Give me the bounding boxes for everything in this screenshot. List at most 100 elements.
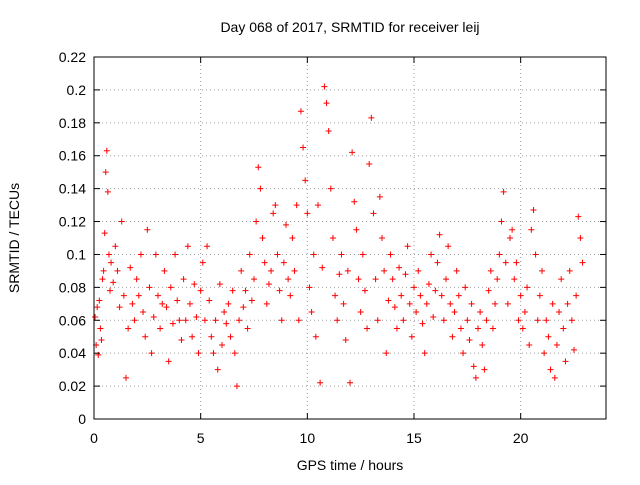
data-point	[125, 325, 132, 332]
data-point	[302, 177, 309, 184]
data-point	[357, 309, 364, 316]
data-point	[449, 333, 456, 340]
data-point	[227, 333, 234, 340]
data-point	[285, 276, 292, 283]
data-point	[104, 188, 111, 195]
y-tick-label: 0.2	[67, 82, 87, 98]
data-point	[483, 317, 490, 324]
data-point	[137, 251, 144, 258]
data-point	[289, 235, 296, 241]
data-point	[566, 267, 573, 274]
data-point	[519, 325, 526, 332]
data-point	[131, 317, 138, 324]
y-tick-label: 0.14	[59, 181, 86, 197]
x-tick-label: 10	[300, 430, 316, 446]
y-tick-label: 0.06	[59, 312, 86, 328]
data-point	[562, 358, 569, 365]
data-point	[504, 300, 511, 307]
data-point	[161, 267, 168, 274]
data-point	[417, 292, 424, 299]
data-point	[306, 284, 313, 291]
data-point	[400, 317, 407, 324]
data-point	[502, 259, 509, 266]
y-tick-label: 0.1	[67, 246, 87, 262]
data-point	[425, 281, 432, 288]
data-point	[321, 83, 328, 90]
x-tick-label: 5	[197, 430, 205, 446]
data-point	[187, 300, 193, 307]
data-point	[419, 320, 426, 327]
data-point	[108, 259, 115, 266]
data-point	[481, 366, 488, 373]
data-point	[265, 281, 272, 288]
data-point	[517, 292, 524, 299]
data-point	[214, 366, 221, 373]
data-point	[184, 243, 191, 250]
data-point	[272, 202, 279, 209]
data-point	[547, 366, 554, 373]
data-point	[511, 276, 518, 283]
data-point	[347, 379, 353, 386]
data-point	[255, 164, 262, 171]
data-point	[105, 251, 112, 258]
data-point	[304, 210, 311, 217]
data-point	[396, 264, 403, 271]
data-point	[244, 325, 251, 332]
data-point	[172, 251, 179, 258]
data-point	[500, 188, 507, 195]
data-point	[201, 317, 208, 324]
data-point	[530, 207, 537, 214]
data-point	[199, 259, 206, 266]
data-point	[579, 259, 586, 266]
data-point	[317, 379, 324, 386]
data-point	[470, 363, 477, 370]
data-point	[485, 287, 492, 294]
data-point	[342, 337, 349, 344]
data-point	[532, 251, 539, 258]
data-point	[539, 267, 545, 274]
data-point	[165, 358, 172, 365]
data-point	[287, 292, 294, 299]
data-point	[129, 300, 136, 307]
data-point	[443, 276, 449, 283]
data-point	[167, 284, 174, 291]
data-point	[180, 276, 187, 283]
data-point	[263, 300, 270, 307]
data-point	[536, 292, 543, 299]
data-point	[560, 325, 567, 332]
data-point	[376, 193, 383, 200]
data-point	[259, 235, 266, 241]
data-point	[182, 317, 189, 324]
data-point	[406, 300, 413, 307]
data-point	[577, 235, 584, 241]
data-point	[558, 276, 565, 283]
y-tick-label: 0.02	[59, 378, 86, 394]
data-point	[114, 267, 121, 274]
data-point	[295, 317, 302, 324]
data-point	[368, 114, 375, 121]
data-point	[253, 218, 260, 225]
data-point	[340, 300, 347, 307]
data-point	[150, 313, 157, 320]
data-point	[229, 287, 236, 294]
x-tick-label: 15	[406, 430, 422, 446]
data-point	[251, 276, 257, 283]
data-point	[379, 235, 385, 241]
data-point	[526, 341, 533, 348]
data-point	[507, 235, 513, 241]
data-point	[102, 169, 109, 176]
data-point	[197, 287, 204, 294]
data-point	[221, 309, 228, 316]
data-point	[457, 325, 464, 332]
data-point	[276, 287, 283, 294]
data-point	[174, 297, 181, 304]
data-point	[543, 317, 550, 324]
data-point	[176, 317, 183, 324]
x-tick-label: 20	[513, 430, 529, 446]
data-point	[240, 304, 247, 311]
data-point	[445, 243, 452, 250]
y-tick-label: 0	[78, 411, 86, 427]
grid-lines	[94, 57, 606, 419]
data-point	[464, 317, 471, 324]
data-point	[355, 276, 362, 283]
